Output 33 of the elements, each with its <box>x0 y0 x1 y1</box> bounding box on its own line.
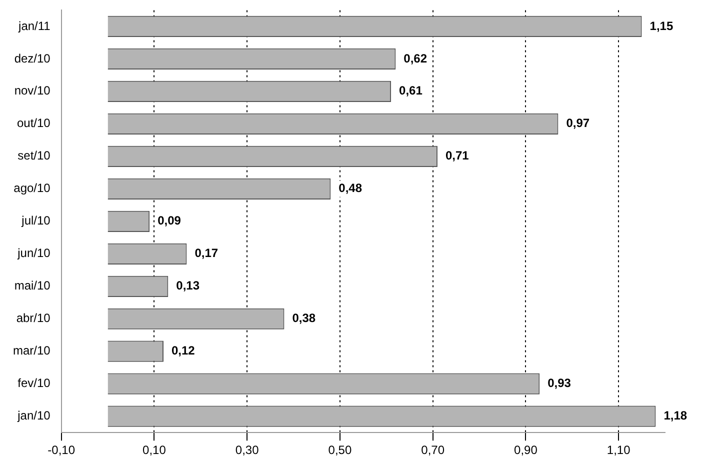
y-tick-label: ago/10 <box>14 181 51 196</box>
x-tick-label: 1,10 <box>606 443 631 458</box>
y-tick-label: out/10 <box>16 116 51 130</box>
x-tick-label: -0,10 <box>48 443 76 458</box>
data-label: 1,18 <box>664 408 688 423</box>
y-tick-label: mar/10 <box>12 344 51 358</box>
data-label: 0,62 <box>404 51 428 66</box>
y-tick-label: nov/10 <box>14 84 51 98</box>
y-tick-label: set/10 <box>18 148 51 163</box>
y-tick-label: jan/10 <box>16 408 51 423</box>
y-tick-label: jan/11 <box>18 18 51 33</box>
data-label: 0,93 <box>548 376 572 390</box>
data-label: 0,97 <box>566 116 590 130</box>
x-tick-label: 0,10 <box>142 443 166 458</box>
y-tick-label: fev/10 <box>18 376 51 390</box>
y-tick-label: mai/10 <box>14 278 51 293</box>
data-label: 0,48 <box>338 181 362 196</box>
x-tick-label: 0,30 <box>235 443 260 458</box>
y-tick-label: jun/10 <box>16 246 51 260</box>
x-tick-label: 0,70 <box>421 443 445 458</box>
data-label: 0,09 <box>158 214 182 228</box>
data-label: 0,17 <box>194 246 218 260</box>
y-tick-label: dez/10 <box>14 51 51 66</box>
data-label: 0,38 <box>292 311 316 326</box>
data-label: 1,15 <box>650 18 674 33</box>
data-label: 0,12 <box>172 344 196 358</box>
data-label: 0,13 <box>176 278 200 293</box>
y-tick-label: abr/10 <box>16 311 51 326</box>
data-label: 0,61 <box>399 84 423 98</box>
x-tick-label: 0,90 <box>514 443 538 458</box>
data-label: 0,71 <box>445 148 470 163</box>
y-tick-label: jul/10 <box>20 214 51 228</box>
x-tick-label: 0,50 <box>328 443 352 458</box>
